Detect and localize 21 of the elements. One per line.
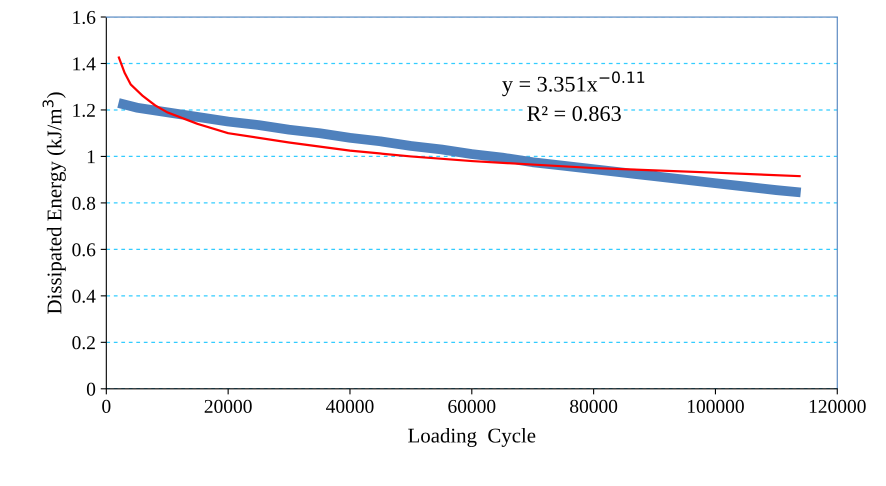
x-tick-label: 120000 — [810, 400, 866, 413]
y-tick-label: 1 — [88, 150, 95, 164]
annotation: y = 3.351x$^{−0.11}$ — [502, 71, 644, 96]
y-tick-label: 0.6 — [72, 243, 96, 256]
y-tick-label: 0.4 — [72, 290, 96, 303]
y-tick-label: 0 — [86, 382, 96, 396]
y-tick-label: 0.2 — [72, 336, 95, 350]
annotation: R² = 0.863 — [527, 106, 621, 122]
x-tick-label: 80000 — [570, 400, 618, 413]
y-tick-label: 1.4 — [73, 57, 96, 71]
y-tick-label: 1.2 — [73, 104, 95, 117]
x-axis-title: Loading Cycle — [408, 428, 536, 447]
line-series — [117, 55, 802, 178]
x-tick-label: 0 — [102, 400, 110, 413]
y-tick-label: 1.6 — [73, 10, 96, 24]
y-tick-label: 0.8 — [72, 196, 96, 210]
x-tick-label: 40000 — [326, 400, 374, 413]
x-tick-label: 20000 — [204, 400, 252, 413]
x-tick-label: 60000 — [448, 400, 496, 413]
x-tick-label: 100000 — [688, 400, 744, 413]
y-axis-title: Dissipated Energy (kJ/m$^{3}$) — [42, 92, 66, 314]
